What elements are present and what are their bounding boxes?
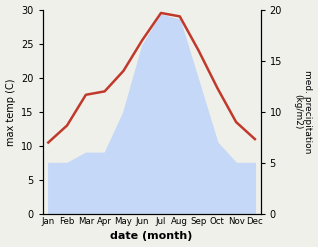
X-axis label: date (month): date (month) bbox=[110, 231, 193, 242]
Y-axis label: max temp (C): max temp (C) bbox=[5, 78, 16, 145]
Y-axis label: med. precipitation
(kg/m2): med. precipitation (kg/m2) bbox=[293, 70, 313, 154]
